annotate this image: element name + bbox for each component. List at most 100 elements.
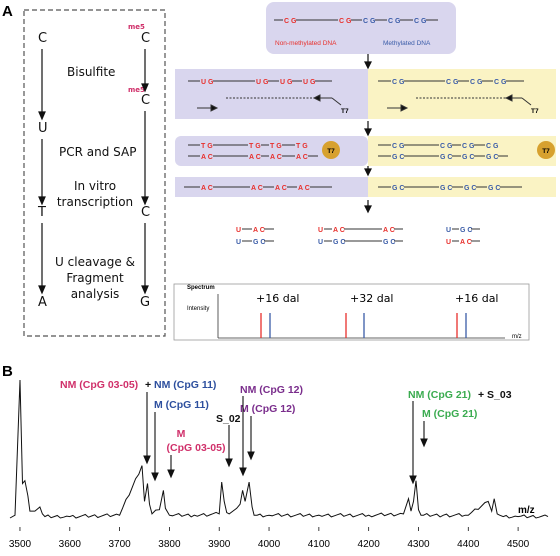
row2-nonmeth-box <box>175 136 368 166</box>
step-cleavage-line2: Fragment <box>66 271 124 285</box>
base-a: A <box>38 295 47 310</box>
frag3-u-bottom: U <box>446 239 451 246</box>
row1-t7-nonmeth: T7 <box>341 108 349 115</box>
b-xlabel: m/z <box>518 505 535 516</box>
base-c-right-2: C <box>141 93 150 108</box>
row2-gc-4: G C <box>486 154 498 161</box>
seq-top-cg-3: C G <box>363 18 376 25</box>
frag3-gc: G C <box>460 227 472 234</box>
frag2-u-bottom: U <box>318 239 323 246</box>
fragment-strands <box>242 228 480 242</box>
ann-plus-s03: + S_03 <box>478 389 512 401</box>
row1-strands <box>188 80 532 112</box>
base-g: G <box>140 295 150 310</box>
center-arrows <box>364 54 372 214</box>
x-tick-label: 3500 <box>9 539 32 550</box>
dna-input-box <box>266 2 456 54</box>
label-non-methylated: Non-methylated DNA <box>275 40 337 47</box>
ann-s02: S_02 <box>216 413 241 425</box>
me5-label-2: me5 <box>128 86 145 94</box>
x-tick-label: 3600 <box>59 539 82 550</box>
spectrum-xlabel: m/z <box>512 334 522 340</box>
row3-ac-4: A C <box>298 185 310 192</box>
frag3-u: U <box>446 227 451 234</box>
x-tick-label: 4400 <box>457 539 480 550</box>
panel-a-label: A <box>2 3 13 20</box>
row1-t7-meth: T7 <box>531 108 539 115</box>
spectrum-peaks <box>260 313 467 338</box>
seq-top-cg-1: C G <box>284 18 297 25</box>
left-box-arrows <box>38 49 149 295</box>
row1-ug-2: U G <box>256 79 269 86</box>
row2-cg-3: C G <box>462 143 475 150</box>
x-axis-ticks: 3500 3600 3700 3800 3900 4000 4100 4200 4300 4400… <box>9 527 530 550</box>
spectrum-title: Spectrum <box>187 285 215 291</box>
row1-cg-4: C G <box>494 79 507 86</box>
row1-cg-1: C G <box>392 79 405 86</box>
frag2-ac-2: A C <box>383 227 395 234</box>
row1-ug-4: U G <box>303 79 316 86</box>
row1-ug-1: U G <box>201 79 214 86</box>
x-tick-label: 4000 <box>258 539 281 550</box>
row2-tg-4: T G <box>296 143 308 150</box>
row3-gc-4: G C <box>488 185 500 192</box>
panel-b-label: B <box>2 363 13 380</box>
row2-ac-3: A C <box>270 154 282 161</box>
step-ivt-line1: In vitro <box>74 179 116 193</box>
step-cleavage-line1: U cleavage & <box>55 255 135 269</box>
base-c-right-3: C <box>141 205 150 220</box>
seq-top-cg-2: C G <box>339 18 352 25</box>
frag1-gc: G C <box>253 239 265 246</box>
mass-spectrum-trace <box>9 379 549 519</box>
ann-nm-cpg-21: NM (CpG 21) <box>408 389 471 401</box>
frag1-u: U <box>236 227 241 234</box>
row1-meth-box <box>368 69 556 119</box>
row1-nonmeth-box <box>175 69 368 119</box>
shift-label-3: +16 dal <box>455 292 499 305</box>
ann-m-cpg-11: M (CpG 11) <box>154 399 209 411</box>
seq-top-cg-4: C G <box>388 18 401 25</box>
row1-ug-3: U G <box>280 79 293 86</box>
row2-ac-2: A C <box>249 154 261 161</box>
row3-ac-3: A C <box>275 185 287 192</box>
annotation-arrows <box>143 392 428 485</box>
row2-strands <box>188 144 508 157</box>
step-cleavage-line3: analysis <box>71 287 120 301</box>
t7-promoter-nonmeth <box>322 141 340 159</box>
row2-ac-4: A C <box>296 154 308 161</box>
row2-tg-1: T G <box>201 143 213 150</box>
frag1-u-bottom: U <box>236 239 241 246</box>
me5-label-1: me5 <box>128 23 145 31</box>
t7-promoter-meth <box>537 141 555 159</box>
frag1-ac: A C <box>253 227 265 234</box>
ann-m-0305-line1: M <box>177 428 186 440</box>
row2-cg-4: C G <box>486 143 499 150</box>
frag2-gc-1: G C <box>333 239 345 246</box>
spectrum-ylabel: Intensity <box>187 306 209 312</box>
row1-cg-2: C G <box>446 79 459 86</box>
base-c-right-1: C <box>141 31 150 46</box>
base-u: U <box>38 121 48 136</box>
step-bisulfite: Bisulfite <box>67 65 115 79</box>
row2-ac-1: A C <box>201 154 213 161</box>
spectrum-box <box>173 283 530 341</box>
ann-nm-cpg-11: NM (CpG 11) <box>154 379 216 391</box>
row2-gc-1: G C <box>392 154 404 161</box>
row3-gc-2: G C <box>440 185 452 192</box>
row3-ac-2: A C <box>251 185 263 192</box>
frag2-u: U <box>318 227 323 234</box>
step-ivt-line2: transcription <box>57 195 133 209</box>
base-c-left: C <box>38 31 47 46</box>
row3-gc-1: G C <box>392 185 404 192</box>
row2-cg-1: C G <box>392 143 405 150</box>
frag2-gc-2: G C <box>383 239 395 246</box>
x-tick-label: 3800 <box>158 539 181 550</box>
ann-nm-cpg-03-05: NM (CpG 03-05) <box>60 379 138 391</box>
row2-t7-meth: T7 <box>542 148 550 155</box>
row2-meth-box <box>368 136 556 166</box>
step-pcr-sap: PCR and SAP <box>59 145 136 159</box>
seq-top-cg-5: C G <box>414 18 427 25</box>
bisulfite-steps-box <box>23 9 166 337</box>
x-tick-label: 4300 <box>407 539 430 550</box>
